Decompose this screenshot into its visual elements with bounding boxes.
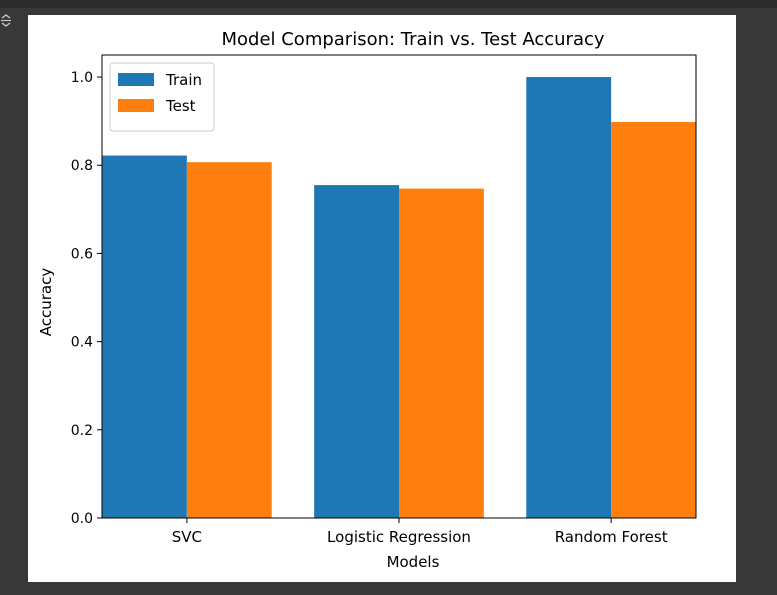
y-tick-label: 0.6 [71, 246, 93, 262]
bars-group [102, 77, 696, 519]
x-tick-label: Logistic Regression [327, 528, 471, 546]
chart-title: Model Comparison: Train vs. Test Accurac… [221, 29, 604, 50]
legend-swatch-train [118, 73, 154, 86]
y-tick-label: 0.0 [71, 511, 93, 527]
notebook-topbar [0, 0, 777, 8]
bar-test-1 [399, 188, 484, 518]
y-tick-label: 1.0 [71, 70, 93, 86]
y-axis-label: Accuracy [37, 268, 55, 337]
y-tick-label: 0.8 [71, 158, 93, 174]
bar-test-2 [611, 122, 696, 518]
x-tick-label: SVC [172, 528, 202, 546]
legend-label-train: Train [165, 71, 202, 89]
bar-chart: Model Comparison: Train vs. Test Accurac… [37, 29, 697, 571]
y-tick-label: 0.4 [71, 335, 93, 351]
axes-frame [101, 54, 697, 519]
y-ticks-group: 0.0 0.2 0.4 0.6 0.8 1.0 [71, 70, 102, 527]
legend: Train Test [109, 62, 215, 132]
bar-test-0 [186, 162, 272, 518]
output-toggle-icon[interactable] [0, 14, 12, 38]
x-axis-label: Models [387, 553, 440, 571]
y-tick-label: 0.2 [71, 423, 93, 439]
bar-train-2 [526, 77, 612, 519]
x-tick-label: Random Forest [555, 528, 668, 546]
legend-swatch-test [118, 99, 154, 112]
x-ticks-group: SVC Logistic Regression Random Forest [172, 518, 668, 546]
legend-label-test: Test [165, 97, 196, 115]
bar-train-0 [102, 155, 187, 518]
chart-figure: Model Comparison: Train vs. Test Accurac… [28, 15, 736, 582]
bar-train-1 [314, 185, 399, 519]
